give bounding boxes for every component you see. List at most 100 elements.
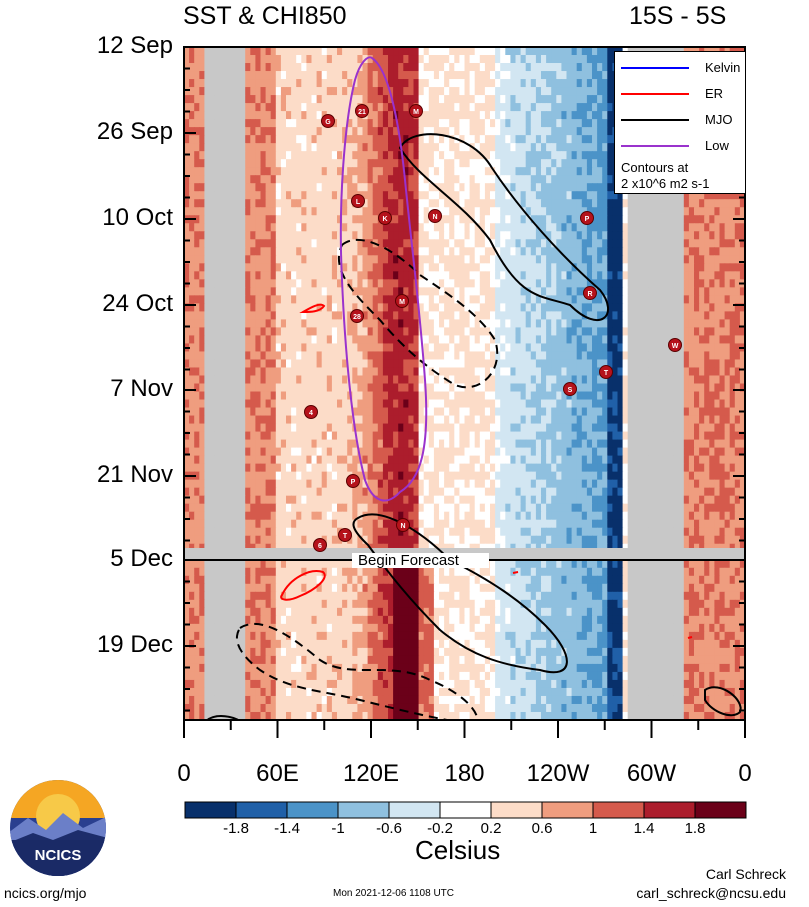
sst-cell: [694, 303, 700, 312]
sst-cell: [581, 399, 588, 409]
sst-cell: [724, 263, 731, 272]
sst-cell: [331, 175, 338, 184]
sst-cell: [541, 143, 547, 152]
sst-cell: [337, 111, 343, 120]
sst-cell: [342, 359, 348, 369]
sst-cell: [393, 87, 399, 96]
sst-cell: [439, 79, 445, 88]
sst-cell: [739, 383, 745, 393]
sst-cell: [459, 167, 466, 176]
sst-cell: [581, 231, 588, 240]
sst-cell: [418, 287, 425, 296]
land-mask-cell: [637, 239, 644, 248]
sst-cell: [393, 47, 399, 56]
sst-cell: [321, 343, 328, 353]
sst-cell: [367, 111, 374, 120]
sst-cell: [515, 191, 522, 200]
sst-cell: [469, 391, 476, 401]
sst-cell: [612, 327, 619, 337]
sst-cell: [530, 175, 537, 184]
land-mask-cell: [204, 271, 211, 280]
land-mask-cell: [235, 79, 241, 88]
sst-cell: [602, 239, 608, 248]
land-mask-cell: [214, 351, 221, 361]
sst-cell: [454, 63, 460, 72]
sst-cell: [566, 79, 573, 88]
sst-cell: [683, 399, 690, 409]
sst-cell: [321, 295, 328, 304]
sst-cell: [510, 175, 517, 184]
land-mask-cell: [219, 319, 226, 329]
sst-cell: [551, 399, 557, 409]
sst-cell: [321, 319, 328, 329]
sst-cell: [291, 319, 297, 329]
sst-cell: [699, 199, 705, 208]
sst-cell: [250, 311, 256, 321]
sst-cell: [316, 343, 323, 353]
sst-cell: [428, 303, 435, 312]
sst-cell: [408, 295, 415, 304]
sst-cell: [260, 63, 267, 72]
sst-cell: [729, 327, 736, 337]
sst-cell: [189, 239, 195, 248]
sst-cell: [561, 271, 568, 280]
sst-cell: [255, 391, 262, 401]
land-mask-cell: [643, 319, 649, 329]
sst-cell: [576, 191, 583, 200]
sst-cell: [474, 367, 481, 377]
sst-cell: [428, 375, 435, 385]
sst-cell: [245, 215, 251, 224]
sst-cell: [326, 335, 333, 345]
sst-cell: [367, 343, 374, 353]
sst-cell: [367, 71, 374, 80]
sst-cell: [301, 231, 307, 240]
sst-cell: [479, 351, 486, 361]
sst-cell: [449, 399, 455, 409]
sst-cell: [484, 127, 491, 136]
sst-cell: [321, 95, 328, 104]
sst-cell: [403, 175, 409, 184]
sst-cell: [286, 47, 292, 56]
sst-cell: [602, 391, 608, 401]
sst-cell: [301, 71, 307, 80]
land-mask-cell: [204, 343, 211, 353]
sst-cell: [199, 247, 205, 256]
sst-cell: [342, 247, 348, 256]
sst-cell: [184, 399, 190, 409]
land-mask-cell: [214, 319, 221, 329]
sst-cell: [607, 223, 613, 232]
sst-cell: [561, 391, 568, 401]
sst-cell: [581, 279, 588, 288]
sst-cell: [439, 375, 445, 385]
sst-cell: [607, 55, 613, 64]
sst-cell: [510, 63, 517, 72]
sst-cell: [296, 191, 302, 200]
sst-cell: [535, 215, 542, 224]
sst-cell: [592, 271, 598, 280]
sst-cell: [189, 343, 195, 353]
sst-cell: [551, 183, 557, 192]
sst-cell: [250, 375, 256, 385]
land-mask-cell: [663, 343, 670, 353]
land-mask-cell: [204, 151, 211, 160]
sst-cell: [398, 127, 404, 136]
sst-cell: [530, 295, 537, 304]
sst-cell: [525, 303, 532, 312]
sst-cell: [546, 159, 552, 168]
sst-cell: [459, 79, 466, 88]
sst-cell: [520, 375, 527, 385]
sst-cell: [490, 303, 496, 312]
sst-cell: [413, 303, 420, 312]
sst-cell: [541, 383, 547, 393]
land-mask-cell: [643, 303, 649, 312]
sst-cell: [337, 143, 343, 152]
sst-cell: [454, 191, 460, 200]
land-mask-cell: [240, 231, 246, 240]
sst-cell: [194, 159, 200, 168]
land-mask-cell: [637, 295, 644, 304]
sst-cell: [479, 239, 486, 248]
sst-cell: [301, 95, 307, 104]
sst-cell: [556, 311, 562, 321]
sst-cell: [551, 223, 557, 232]
sst-cell: [362, 215, 369, 224]
